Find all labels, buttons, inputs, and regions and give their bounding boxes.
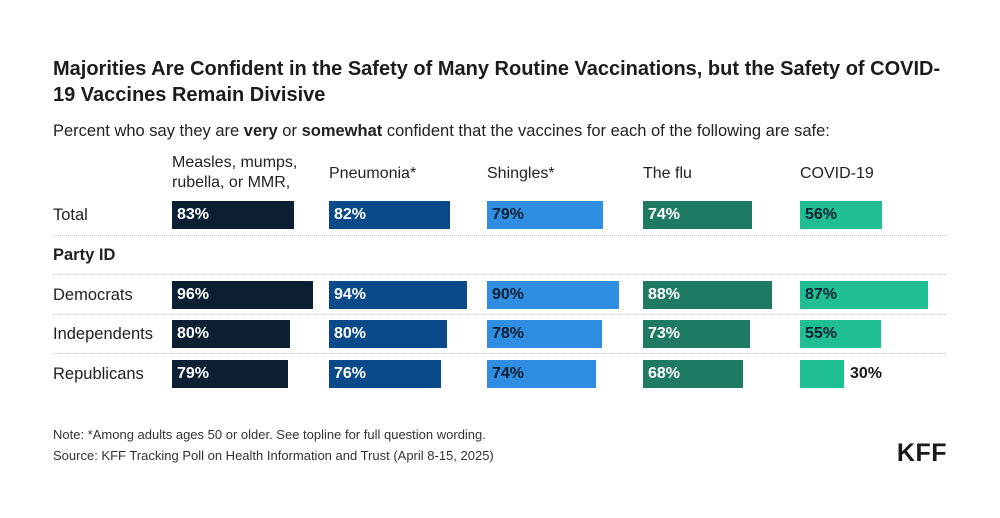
row-separator (53, 314, 947, 315)
column-header-shingles: Shingles* (487, 165, 555, 182)
bar-value-label: 73% (648, 325, 681, 342)
bar-value-label: 80% (177, 325, 210, 342)
bar-value-label: 79% (492, 206, 525, 223)
row-label-party-id: Party ID (53, 246, 116, 264)
bar-value-label: 55% (805, 325, 838, 342)
bar-value-label: 87% (805, 286, 838, 303)
subtitle-emphasis-very: very (243, 122, 278, 140)
bar-value-label: 74% (648, 206, 681, 223)
bar (172, 201, 294, 229)
subtitle-part: confident that the vaccines for each of … (382, 122, 830, 140)
bar (643, 201, 752, 229)
bar (643, 320, 750, 348)
bar (329, 201, 450, 229)
bar-value-label: 94% (334, 286, 367, 303)
bar (329, 281, 467, 309)
bar (487, 201, 603, 229)
row-label-independents: Independents (53, 325, 154, 343)
bar (800, 360, 844, 388)
column-header-covid: COVID-19 (800, 165, 874, 182)
bar (800, 201, 882, 229)
bar (800, 281, 928, 309)
bar-value-label: 30% (850, 365, 883, 382)
chart-note: Note: *Among adults ages 50 or older. Se… (53, 427, 486, 442)
subtitle-part: or (277, 122, 302, 140)
row-separator (53, 235, 947, 236)
bar (487, 281, 619, 309)
bar-value-label: 74% (492, 365, 525, 382)
bar-value-label: 79% (177, 365, 210, 382)
chart-title: Majorities Are Confident in the Safety o… (53, 58, 941, 106)
bar-value-label: 90% (492, 286, 525, 303)
subtitle-part: Percent who say they are (53, 122, 244, 140)
bar (172, 281, 313, 309)
kff-logo: KFF (896, 439, 947, 467)
row-separator (53, 274, 947, 275)
column-header-mmr: Measles, mumps, rubella, or MMR, (172, 154, 298, 191)
bar-value-label: 96% (177, 286, 210, 303)
bar (487, 320, 602, 348)
bar-value-label: 83% (177, 206, 210, 223)
bar-value-label: 88% (648, 286, 681, 303)
bar (800, 320, 881, 348)
row-label-democrats: Democrats (53, 286, 133, 304)
bar-value-label: 82% (334, 206, 367, 223)
bar (172, 360, 288, 388)
bar (329, 320, 447, 348)
column-header-pneumonia: Pneumonia* (329, 165, 417, 182)
bar (643, 281, 772, 309)
column-header-flu: The flu (643, 165, 692, 182)
bar-value-label: 68% (648, 365, 681, 382)
subtitle-emphasis-somewhat: somewhat (301, 122, 383, 140)
bar-value-label: 78% (492, 325, 525, 342)
chart-source: Source: KFF Tracking Poll on Health Info… (53, 448, 494, 463)
row-label-republicans: Republicans (53, 365, 144, 383)
bar-value-label: 76% (334, 365, 367, 382)
bar (487, 360, 596, 388)
bar (172, 320, 290, 348)
chart-subtitle: Percent who say they are very or somewha… (53, 120, 973, 142)
row-label-total: Total (53, 206, 88, 224)
bar-value-label: 80% (334, 325, 367, 342)
bar (643, 360, 743, 388)
bar (329, 360, 441, 388)
row-separator (53, 353, 947, 354)
bar-value-label: 56% (805, 206, 838, 223)
